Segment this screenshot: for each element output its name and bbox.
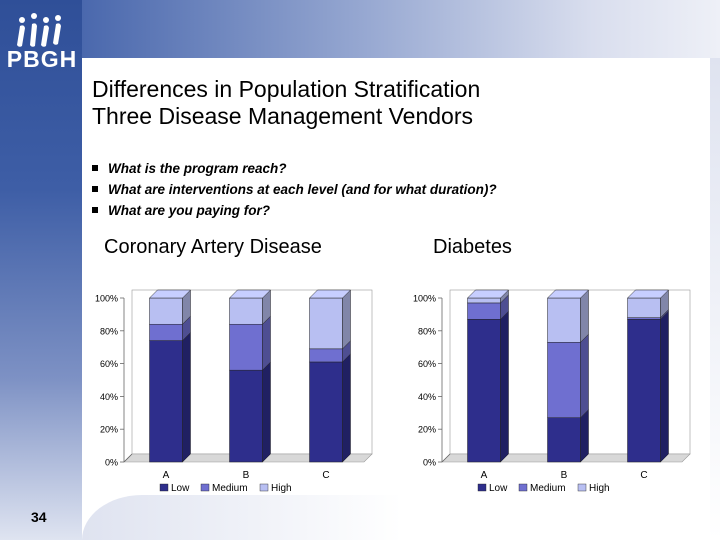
y-tick-label: 0% <box>105 458 118 468</box>
bar-top-C <box>308 289 352 299</box>
bar-top-B <box>546 289 590 299</box>
y-tick-label: 40% <box>418 392 436 402</box>
bar-medium-B <box>547 333 589 419</box>
bullet-text: What is the program reach? <box>108 161 287 176</box>
y-tick-label: 40% <box>100 392 118 402</box>
legend-swatch-low <box>159 483 169 492</box>
bar-medium-B <box>229 315 271 371</box>
legend-swatch-medium <box>200 483 210 492</box>
bar-medium-C <box>309 340 351 363</box>
legend-label-high: High <box>589 483 610 494</box>
bullet-square-icon <box>92 207 98 213</box>
legend-label-medium: Medium <box>212 483 248 494</box>
y-tick-label: 0% <box>423 458 436 468</box>
legend-label-low: Low <box>489 483 508 494</box>
axis-depth-line <box>123 453 133 463</box>
legend-label-high: High <box>271 483 292 494</box>
x-tick-label-A: A <box>481 470 488 481</box>
sidebar-band <box>0 0 82 540</box>
bar-high-B <box>547 289 589 343</box>
chart-title-coronary: Coronary Artery Disease <box>104 236 322 258</box>
y-tick-label: 60% <box>418 359 436 369</box>
bar-top-A <box>466 289 510 299</box>
y-tick-label: 100% <box>95 294 118 304</box>
chart-diabetes: 0% 20% 40% 60% 80% 100% A B C Low Medium High <box>413 289 691 494</box>
legend-swatch-high <box>577 483 587 492</box>
bar-top-B <box>228 289 272 299</box>
right-edge-strip <box>710 58 720 540</box>
bar-low-A <box>149 332 191 463</box>
bullet-text: What are interventions at each level (an… <box>108 182 497 197</box>
y-tick-label: 20% <box>100 425 118 435</box>
x-tick-label-C: C <box>640 470 647 481</box>
y-tick-label: 60% <box>100 359 118 369</box>
legend-label-low: Low <box>171 483 190 494</box>
x-tick-label-A: A <box>163 470 170 481</box>
bar-low-A <box>467 310 509 463</box>
legend-swatch-high <box>259 483 269 492</box>
y-tick-label: 20% <box>418 425 436 435</box>
x-tick-label-C: C <box>322 470 329 481</box>
chart-coronary-artery-disease: 0% 20% 40% 60% 80% 100% A B C Low Medium High <box>95 289 373 494</box>
y-tick-label: 80% <box>418 326 436 336</box>
pbgh-logo-icon <box>17 13 61 47</box>
logo-text: PBGH <box>6 46 78 72</box>
bar-top-A <box>148 289 192 299</box>
bottom-decoration <box>82 495 402 540</box>
legend-swatch-low <box>477 483 487 492</box>
header-band <box>82 0 720 58</box>
bar-high-C <box>627 289 669 319</box>
bar-high-B <box>229 289 271 325</box>
bar-low-C <box>627 310 669 463</box>
bar-top-C <box>626 289 670 299</box>
title-line-1: Differences in Population Stratification <box>92 76 481 102</box>
bullet-item: What is the program reach? <box>92 158 497 179</box>
y-tick-label: 100% <box>413 294 436 304</box>
bar-low-C <box>309 353 351 463</box>
bullet-item: What are you paying for? <box>92 200 497 221</box>
bullet-text: What are you paying for? <box>108 203 271 218</box>
legend-swatch-medium <box>518 483 528 492</box>
legend-label-medium: Medium <box>530 483 566 494</box>
title-line-2: Three Disease Management Vendors <box>92 103 473 129</box>
chart-title-diabetes: Diabetes <box>433 236 512 258</box>
bar-high-C <box>309 289 351 350</box>
y-tick-label: 80% <box>100 326 118 336</box>
bar-low-B <box>229 361 271 463</box>
x-tick-label-B: B <box>243 470 250 481</box>
axis-depth-line <box>441 453 451 463</box>
slide-title: Differences in Population Stratification… <box>92 76 480 130</box>
bullet-square-icon <box>92 165 98 171</box>
bullet-item: What are interventions at each level (an… <box>92 179 497 200</box>
page-number: 34 <box>31 509 47 525</box>
bar-low-B <box>547 409 589 463</box>
bullet-list: What is the program reach? What are inte… <box>92 158 497 221</box>
x-tick-label-B: B <box>561 470 568 481</box>
bullet-square-icon <box>92 186 98 192</box>
